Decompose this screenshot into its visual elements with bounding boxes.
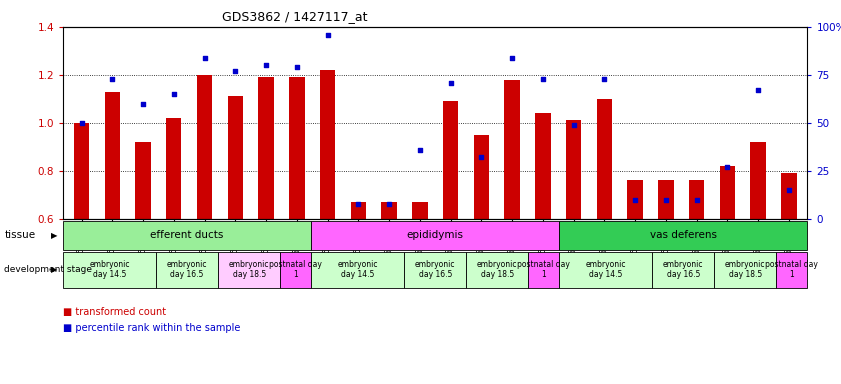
Point bbox=[505, 55, 519, 61]
Bar bbox=[63, 221, 311, 250]
Text: postnatal day
1: postnatal day 1 bbox=[517, 260, 570, 280]
Point bbox=[106, 76, 119, 82]
Point bbox=[474, 154, 488, 161]
Point bbox=[751, 87, 764, 93]
Text: efferent ducts: efferent ducts bbox=[151, 230, 224, 240]
Bar bbox=[156, 252, 218, 288]
Text: ▶: ▶ bbox=[50, 231, 57, 240]
Bar bbox=[566, 121, 581, 219]
Point bbox=[690, 197, 703, 203]
Text: ■ percentile rank within the sample: ■ percentile rank within the sample bbox=[63, 323, 241, 333]
Point bbox=[259, 62, 272, 68]
Text: development stage: development stage bbox=[4, 265, 93, 274]
Text: embryonic
day 18.5: embryonic day 18.5 bbox=[229, 260, 269, 280]
Bar bbox=[776, 252, 807, 288]
Bar bbox=[405, 252, 466, 288]
Text: embryonic
day 16.5: embryonic day 16.5 bbox=[167, 260, 208, 280]
Bar bbox=[320, 70, 336, 219]
Point bbox=[721, 164, 734, 170]
Bar bbox=[535, 113, 551, 219]
Text: GDS3862 / 1427117_at: GDS3862 / 1427117_at bbox=[221, 10, 368, 23]
Text: postnatal day
1: postnatal day 1 bbox=[269, 260, 322, 280]
Bar bbox=[443, 101, 458, 219]
Text: embryonic
day 18.5: embryonic day 18.5 bbox=[477, 260, 517, 280]
Bar bbox=[280, 252, 311, 288]
Bar bbox=[689, 180, 704, 219]
Bar bbox=[781, 173, 796, 219]
Bar bbox=[559, 221, 807, 250]
Bar bbox=[74, 123, 89, 219]
Point bbox=[782, 187, 796, 193]
Point bbox=[444, 79, 458, 86]
Text: vas deferens: vas deferens bbox=[650, 230, 717, 240]
Point bbox=[198, 55, 211, 61]
Point bbox=[352, 200, 365, 207]
Text: embryonic
day 18.5: embryonic day 18.5 bbox=[725, 260, 765, 280]
Bar bbox=[466, 252, 528, 288]
Bar bbox=[104, 92, 120, 219]
Bar bbox=[311, 221, 559, 250]
Bar bbox=[596, 99, 612, 219]
Bar bbox=[167, 118, 182, 219]
Bar bbox=[228, 96, 243, 219]
Point bbox=[659, 197, 673, 203]
Point bbox=[536, 76, 549, 82]
Bar bbox=[559, 252, 653, 288]
Point bbox=[628, 197, 642, 203]
Bar bbox=[528, 252, 559, 288]
Point bbox=[413, 147, 426, 153]
Point bbox=[567, 122, 580, 128]
Text: embryonic
day 14.5: embryonic day 14.5 bbox=[585, 260, 626, 280]
Point bbox=[598, 76, 611, 82]
Text: ■ transformed count: ■ transformed count bbox=[63, 307, 167, 317]
Bar bbox=[135, 142, 151, 219]
Bar bbox=[627, 180, 643, 219]
Point bbox=[136, 101, 150, 107]
Bar bbox=[63, 252, 156, 288]
Bar bbox=[351, 202, 366, 219]
Point bbox=[290, 64, 304, 70]
Bar bbox=[714, 252, 776, 288]
Bar bbox=[505, 80, 520, 219]
Bar bbox=[311, 252, 405, 288]
Text: embryonic
day 16.5: embryonic day 16.5 bbox=[663, 260, 704, 280]
Point bbox=[75, 120, 88, 126]
Point bbox=[229, 68, 242, 74]
Point bbox=[167, 91, 181, 97]
Text: embryonic
day 14.5: embryonic day 14.5 bbox=[337, 260, 378, 280]
Text: epididymis: epididymis bbox=[407, 230, 463, 240]
Bar bbox=[659, 180, 674, 219]
Bar bbox=[197, 75, 212, 219]
Point bbox=[321, 31, 335, 38]
Bar bbox=[218, 252, 280, 288]
Point bbox=[383, 200, 396, 207]
Bar bbox=[382, 202, 397, 219]
Bar bbox=[720, 166, 735, 219]
Text: tissue: tissue bbox=[4, 230, 35, 240]
Bar bbox=[653, 252, 714, 288]
Text: postnatal day
1: postnatal day 1 bbox=[765, 260, 818, 280]
Text: embryonic
day 14.5: embryonic day 14.5 bbox=[89, 260, 130, 280]
Bar bbox=[473, 135, 489, 219]
Bar bbox=[412, 202, 427, 219]
Text: ▶: ▶ bbox=[50, 265, 57, 274]
Bar bbox=[750, 142, 766, 219]
Text: embryonic
day 16.5: embryonic day 16.5 bbox=[415, 260, 456, 280]
Bar bbox=[258, 77, 274, 219]
Bar bbox=[289, 77, 304, 219]
